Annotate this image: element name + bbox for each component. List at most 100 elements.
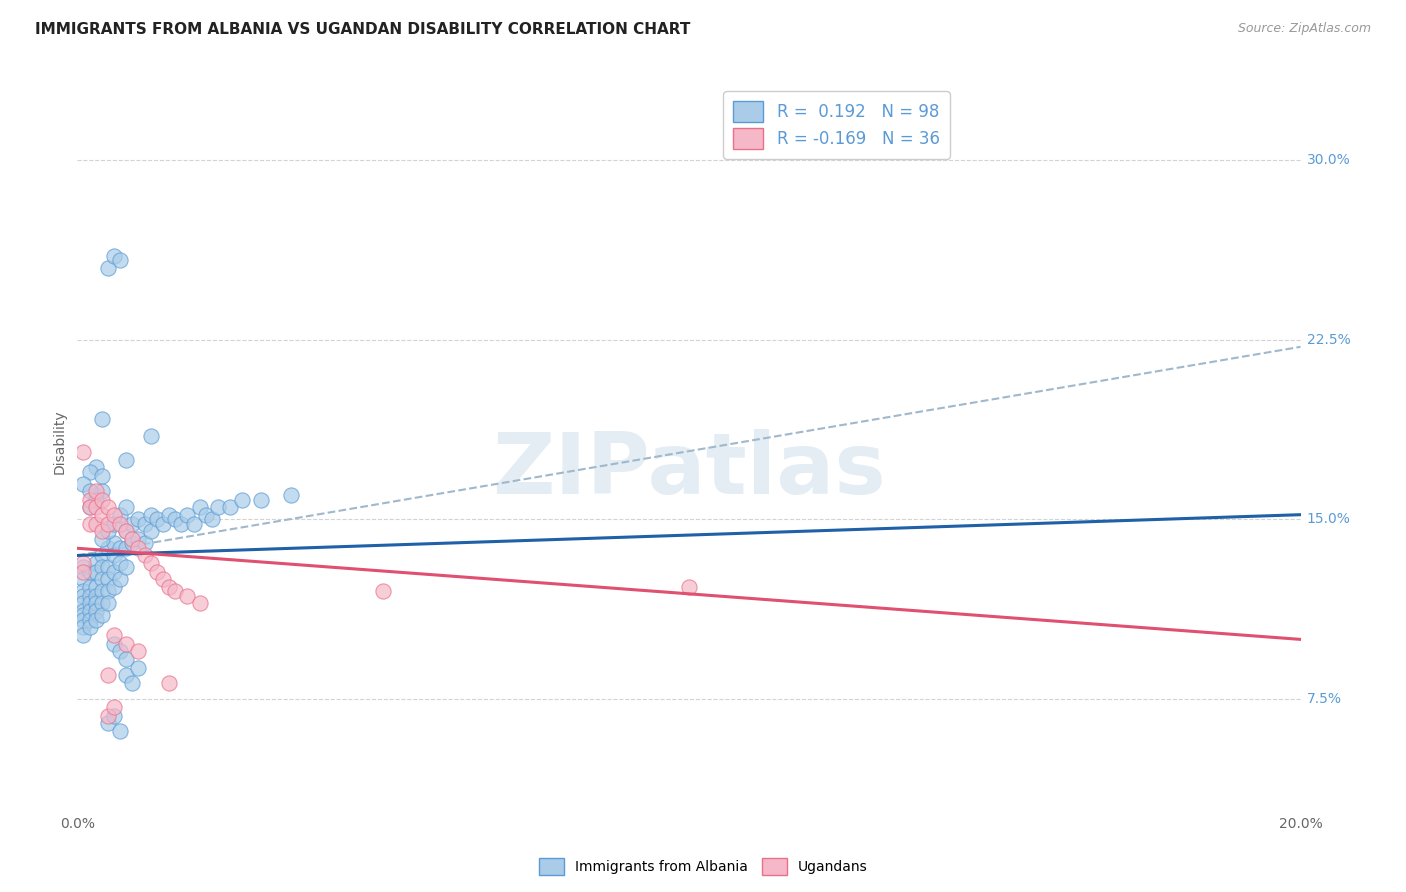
Point: [72, 584, 94, 599]
Point: [108, 573, 131, 587]
Point: [84, 604, 107, 618]
Point: [97, 541, 120, 556]
Point: [127, 644, 149, 658]
Point: [108, 644, 131, 658]
Point: [72, 573, 94, 587]
Point: [115, 452, 138, 467]
Point: [103, 517, 125, 532]
Point: [103, 627, 125, 641]
Point: [371, 584, 394, 599]
Point: [103, 536, 125, 550]
Point: [121, 532, 143, 546]
Point: [139, 556, 162, 570]
Point: [146, 512, 169, 526]
Point: [152, 573, 174, 587]
Point: [79, 589, 101, 603]
Point: [165, 584, 187, 599]
Point: [103, 637, 125, 651]
Point: [127, 512, 149, 526]
Point: [115, 500, 138, 515]
Point: [97, 709, 120, 723]
Point: [194, 508, 217, 522]
Y-axis label: Disability: Disability: [52, 409, 66, 474]
Point: [250, 493, 273, 508]
Point: [90, 608, 112, 623]
Point: [84, 517, 107, 532]
Point: [72, 620, 94, 634]
Point: [90, 596, 112, 610]
Point: [84, 556, 107, 570]
Point: [152, 517, 174, 532]
Point: [115, 560, 138, 574]
Point: [72, 560, 94, 574]
Point: [108, 556, 131, 570]
Point: [72, 613, 94, 627]
Point: [79, 517, 101, 532]
Point: [188, 500, 211, 515]
Point: [121, 675, 143, 690]
Point: [176, 508, 198, 522]
Point: [90, 524, 112, 539]
Text: 15.0%: 15.0%: [1306, 513, 1351, 526]
Point: [139, 508, 162, 522]
Point: [79, 465, 101, 479]
Point: [207, 500, 229, 515]
Point: [678, 580, 700, 594]
Point: [79, 620, 101, 634]
Point: [79, 613, 101, 627]
Point: [108, 723, 131, 738]
Point: [90, 549, 112, 563]
Point: [72, 445, 94, 459]
Text: IMMIGRANTS FROM ALBANIA VS UGANDAN DISABILITY CORRELATION CHART: IMMIGRANTS FROM ALBANIA VS UGANDAN DISAB…: [35, 22, 690, 37]
Point: [127, 661, 149, 675]
Point: [97, 668, 120, 682]
Point: [90, 469, 112, 483]
Point: [157, 580, 180, 594]
Point: [115, 668, 138, 682]
Point: [79, 500, 101, 515]
Point: [72, 566, 94, 580]
Point: [90, 483, 112, 498]
Point: [84, 493, 107, 508]
Point: [103, 508, 125, 522]
Point: [79, 500, 101, 515]
Point: [72, 604, 94, 618]
Text: ZIPatlas: ZIPatlas: [492, 429, 886, 512]
Point: [79, 483, 101, 498]
Point: [97, 560, 120, 574]
Point: [231, 493, 253, 508]
Point: [157, 675, 180, 690]
Point: [103, 709, 125, 723]
Point: [157, 508, 180, 522]
Point: [103, 549, 125, 563]
Point: [79, 604, 101, 618]
Text: Source: ZipAtlas.com: Source: ZipAtlas.com: [1237, 22, 1371, 36]
Point: [115, 637, 138, 651]
Point: [84, 596, 107, 610]
Point: [97, 584, 120, 599]
Point: [97, 517, 120, 532]
Point: [103, 566, 125, 580]
Point: [103, 699, 125, 714]
Point: [90, 573, 112, 587]
Point: [115, 524, 138, 539]
Point: [170, 517, 193, 532]
Point: [146, 566, 169, 580]
Point: [97, 524, 120, 539]
Point: [201, 512, 224, 526]
Text: 22.5%: 22.5%: [1306, 333, 1350, 347]
Point: [90, 584, 112, 599]
Point: [84, 589, 107, 603]
Point: [165, 512, 187, 526]
Point: [103, 580, 125, 594]
Point: [79, 566, 101, 580]
Point: [115, 524, 138, 539]
Point: [84, 459, 107, 474]
Point: [97, 716, 120, 731]
Text: 30.0%: 30.0%: [1306, 153, 1350, 167]
Point: [72, 556, 94, 570]
Point: [90, 508, 112, 522]
Point: [280, 488, 302, 502]
Point: [115, 651, 138, 665]
Point: [84, 566, 107, 580]
